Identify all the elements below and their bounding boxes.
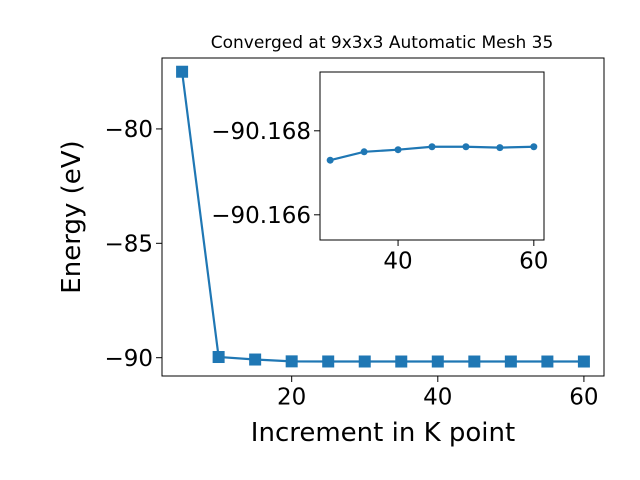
main-series: [176, 65, 590, 368]
data-point-marker: [504, 355, 517, 368]
data-point-marker: [431, 355, 444, 368]
series-line: [180, 71, 584, 363]
x-axis-label: Increment in K point: [251, 418, 515, 448]
y-tick-label: −90.168: [211, 119, 311, 145]
data-point-marker: [249, 353, 262, 366]
data-point-marker: [462, 143, 470, 151]
data-point-marker: [395, 355, 408, 368]
x-tick-label: 60: [519, 249, 548, 275]
data-point-marker: [577, 355, 590, 368]
y-tick-label: −85: [104, 232, 153, 258]
data-point-marker: [496, 144, 504, 152]
data-point-marker: [428, 143, 436, 151]
data-point-marker: [541, 355, 554, 368]
data-point-marker: [358, 355, 371, 368]
data-point-marker: [468, 355, 481, 368]
y-tick-label: −90.166: [211, 203, 311, 229]
inset-plot: 40 60 −90.168 −90.166: [211, 71, 548, 275]
y-tick-label: −90: [104, 346, 153, 372]
data-point-marker: [360, 148, 368, 156]
y-tick-label: −80: [104, 117, 153, 143]
data-point-marker: [176, 65, 189, 78]
main-plot-frame: [161, 57, 605, 377]
main-ticks: 20 40 60 −80 −85 −90: [104, 117, 598, 410]
x-tick-label: 60: [569, 385, 598, 411]
data-point-marker: [394, 146, 402, 154]
data-point-marker: [212, 351, 225, 364]
inset-ticks: 40 60 −90.168 −90.166: [211, 119, 548, 274]
main-plot: Converged at 9x3x3 Automatic Mesh 35 20 4…: [57, 33, 605, 448]
inset-background: [320, 72, 544, 240]
data-point-marker: [326, 156, 334, 164]
x-tick-label: 40: [383, 249, 412, 275]
x-tick-label: 40: [423, 385, 452, 411]
x-tick-label: 20: [277, 385, 306, 411]
inset-plot-frame: [319, 71, 545, 241]
inset-series: [326, 143, 538, 164]
chart-title: Converged at 9x3x3 Automatic Mesh 35: [211, 33, 554, 53]
data-point-marker: [322, 355, 335, 368]
data-point-marker: [530, 143, 538, 151]
data-point-marker: [285, 355, 298, 368]
y-axis-label: Energy (eV): [57, 140, 87, 293]
